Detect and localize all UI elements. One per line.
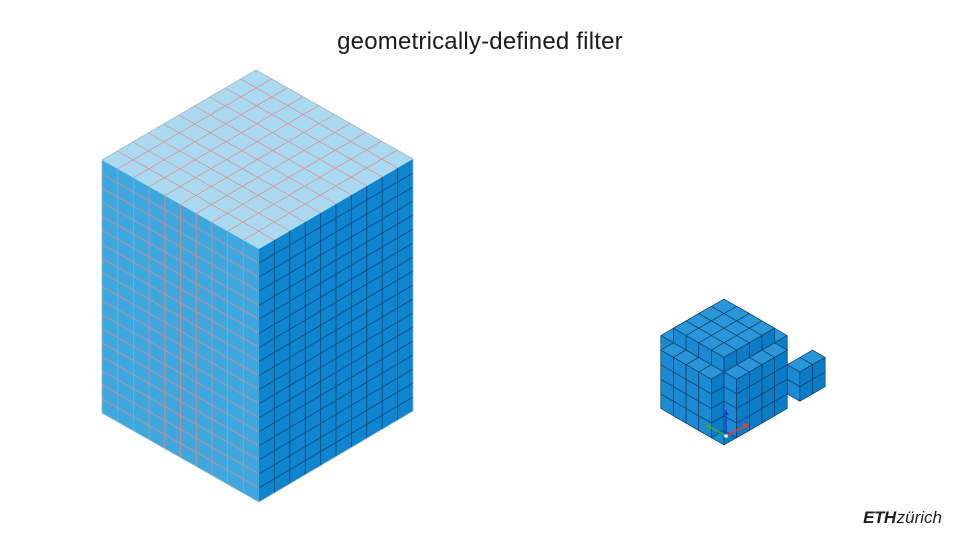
box-top-grid-line bbox=[243, 149, 398, 241]
box-right-grid-line bbox=[258, 186, 414, 278]
xyz-axes-icon bbox=[705, 410, 750, 438]
box-right-grid-line bbox=[258, 326, 414, 419]
box-left-grid-line bbox=[101, 272, 260, 362]
box-outline bbox=[101, 69, 414, 503]
voxel-right-face bbox=[736, 371, 750, 395]
box-right-grid-line bbox=[258, 284, 414, 376]
box-right-grid-line bbox=[258, 396, 414, 489]
box-right-grid-line bbox=[258, 382, 414, 475]
axis-x-head bbox=[743, 423, 749, 429]
box-right-grid-line bbox=[258, 340, 414, 433]
box-left-grid-line bbox=[101, 215, 260, 306]
box-left-grid-line bbox=[101, 328, 260, 419]
box-left-grid-line bbox=[101, 229, 260, 320]
box-top-grid-line bbox=[209, 96, 367, 187]
large-voxel-box-icon bbox=[101, 69, 414, 503]
axes-origin bbox=[724, 434, 728, 438]
axis-z-head bbox=[723, 410, 729, 415]
box-right-grid-line bbox=[258, 298, 414, 390]
box-top-grid-line bbox=[194, 105, 352, 196]
box-left-grid-line bbox=[101, 342, 260, 433]
box-left-grid-line bbox=[101, 243, 260, 334]
box-top-grid-line bbox=[178, 114, 337, 205]
box-right-grid-line bbox=[258, 172, 414, 264]
box-right-grid-line bbox=[258, 256, 414, 348]
box-right-grid-line bbox=[258, 228, 414, 320]
box-top-grid-line bbox=[196, 123, 351, 214]
box-left-grid-line bbox=[101, 187, 260, 278]
slide-title: geometrically-defined filter bbox=[337, 28, 623, 55]
box-left-grid-line bbox=[101, 173, 260, 264]
box-right-grid-line bbox=[258, 368, 414, 461]
box-left-grid-line bbox=[101, 384, 260, 475]
box-left-grid-line bbox=[101, 300, 260, 390]
box-right-grid-line bbox=[258, 270, 414, 362]
box-right-grid-line bbox=[258, 214, 414, 306]
box-top-grid-line bbox=[211, 131, 367, 223]
voxel-right-face bbox=[723, 349, 737, 373]
box-left-grid-line bbox=[101, 286, 260, 376]
logo-zurich-text: zürich bbox=[896, 508, 942, 527]
axis-y-head bbox=[706, 424, 712, 431]
box-right-grid-line bbox=[258, 354, 414, 447]
eth-zurich-logo: ETHzürich bbox=[863, 509, 942, 526]
box-right-grid-line bbox=[258, 200, 414, 292]
small-voxel-sphere-icon bbox=[660, 298, 826, 446]
box-left-grid-line bbox=[101, 398, 260, 489]
box-left-grid-line bbox=[101, 201, 260, 292]
logo-eth-text: ETH bbox=[863, 508, 896, 527]
box-left-grid-line bbox=[101, 258, 260, 348]
box-top-grid-line bbox=[240, 78, 398, 169]
box-right-grid-line bbox=[258, 312, 414, 404]
box-left-grid-line bbox=[101, 370, 260, 461]
voxel-right-face bbox=[799, 364, 813, 387]
box-right-grid-line bbox=[258, 242, 414, 334]
box-top-grid-line bbox=[225, 87, 383, 178]
box-left-grid-line bbox=[101, 356, 260, 447]
box-left-grid-line bbox=[101, 314, 260, 404]
box-top-grid-line bbox=[227, 140, 382, 232]
